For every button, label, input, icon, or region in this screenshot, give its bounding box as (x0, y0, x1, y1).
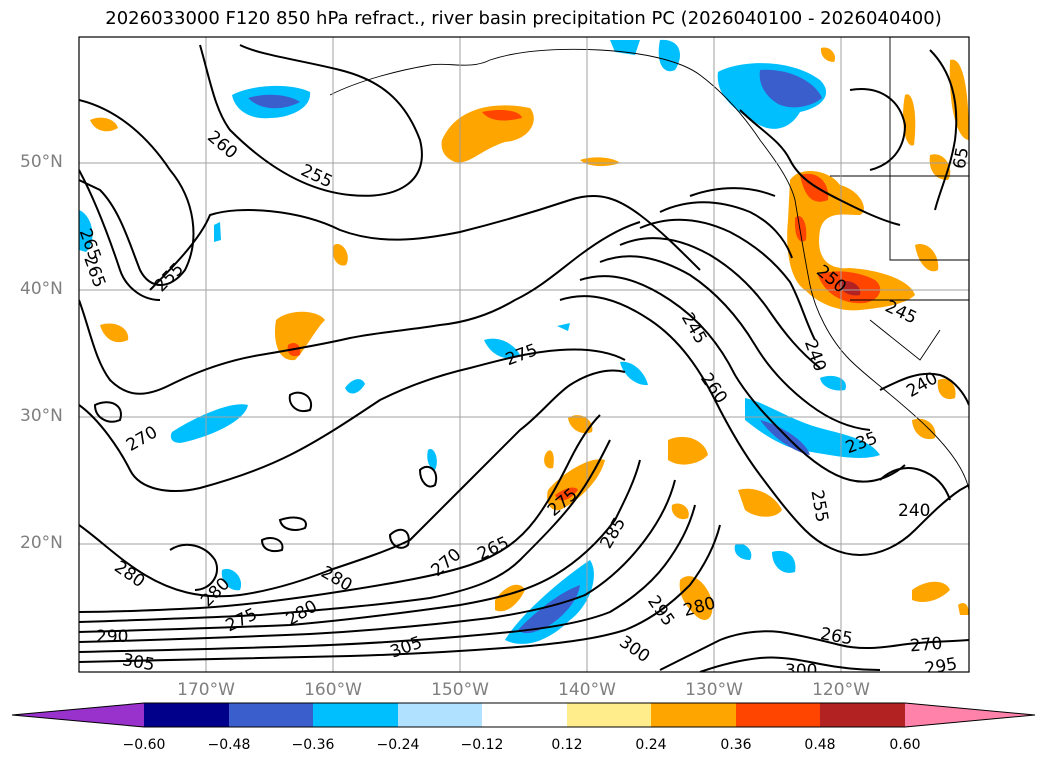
map-frame (78, 36, 970, 673)
colorbar-extend-low (12, 703, 144, 727)
colorbar-tick: −0.48 (207, 737, 251, 753)
contour-label: 300 (785, 661, 817, 681)
colorbar-tick: 0.36 (720, 737, 752, 753)
coastlines (329, 37, 969, 491)
lon-label-150w: 150°W (431, 680, 489, 700)
lon-label-160w: 160°W (304, 680, 362, 700)
colorbar-tick: 0.48 (804, 737, 836, 753)
contour-label: 270 (909, 634, 943, 657)
colorbar-tick: −0.36 (291, 737, 335, 753)
contour-label: 305 (121, 650, 156, 675)
colorbar-bin (567, 703, 651, 727)
lat-label-40n: 40°N (20, 279, 63, 299)
lon-label-130w: 130°W (685, 680, 743, 700)
colorbar-bin (398, 703, 482, 727)
refractivity-contours (79, 44, 969, 672)
contour-label: 290 (96, 627, 128, 647)
colorbar-bin (482, 703, 567, 727)
colorbar-tick: −0.24 (376, 737, 420, 753)
map-title: 2026033000 F120 850 hPa refract., river … (105, 8, 942, 29)
colorbar-bin (144, 703, 229, 727)
lat-label-30n: 30°N (20, 406, 63, 426)
lat-label-20n: 20°N (20, 533, 63, 553)
colorbar-extend-high (905, 703, 1035, 727)
colorbar-tick: 0.12 (551, 737, 583, 753)
colorbar-bin (736, 703, 820, 727)
lon-label-170w: 170°W (177, 680, 235, 700)
contour-label: 240 (898, 501, 930, 521)
colorbar-bin (313, 703, 398, 727)
colorbar-tick: −0.12 (460, 737, 504, 753)
colorbar-bin (651, 703, 736, 727)
colorbar-tick: −0.60 (122, 737, 166, 753)
contour-label: 295 (923, 654, 958, 679)
colorbar-bin (229, 703, 313, 727)
lon-label-140w: 140°W (558, 680, 616, 700)
lat-label-50n: 50°N (20, 152, 63, 172)
colorbar-tick: 0.24 (635, 737, 667, 753)
colorbar-tick: 0.60 (889, 737, 921, 753)
graticule (79, 37, 969, 672)
colorbar (11, 702, 1036, 728)
contour-label: 65 (950, 146, 973, 171)
colorbar-bin (820, 703, 905, 727)
lon-label-120w: 120°W (812, 680, 870, 700)
